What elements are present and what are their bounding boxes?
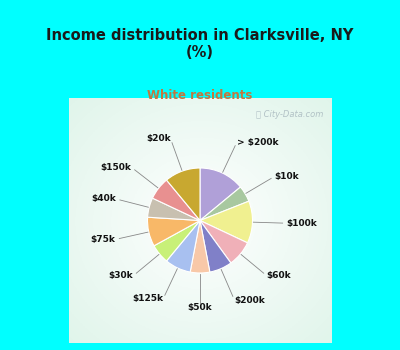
Wedge shape	[148, 217, 200, 246]
Text: Income distribution in Clarksville, NY
(%): Income distribution in Clarksville, NY (…	[46, 28, 354, 61]
Text: $60k: $60k	[267, 271, 291, 280]
Text: $10k: $10k	[274, 172, 299, 181]
Text: $20k: $20k	[146, 134, 171, 144]
Text: $200k: $200k	[234, 295, 265, 304]
Text: $50k: $50k	[188, 303, 212, 312]
Text: > $200k: > $200k	[237, 138, 278, 147]
Text: White residents: White residents	[147, 89, 253, 102]
Wedge shape	[200, 220, 248, 263]
Wedge shape	[200, 220, 231, 272]
Wedge shape	[200, 201, 252, 243]
Wedge shape	[190, 220, 210, 273]
Wedge shape	[200, 168, 240, 220]
Text: $75k: $75k	[90, 235, 116, 244]
Wedge shape	[152, 180, 200, 220]
Text: $150k: $150k	[101, 163, 132, 172]
Text: ⓘ City-Data.com: ⓘ City-Data.com	[256, 110, 323, 119]
Text: $125k: $125k	[132, 294, 163, 303]
Text: $100k: $100k	[286, 219, 317, 228]
Text: $30k: $30k	[109, 271, 133, 280]
Wedge shape	[166, 220, 200, 272]
Wedge shape	[154, 220, 200, 261]
Text: $40k: $40k	[91, 195, 116, 203]
Wedge shape	[148, 198, 200, 220]
Wedge shape	[166, 168, 200, 220]
Wedge shape	[200, 187, 249, 220]
